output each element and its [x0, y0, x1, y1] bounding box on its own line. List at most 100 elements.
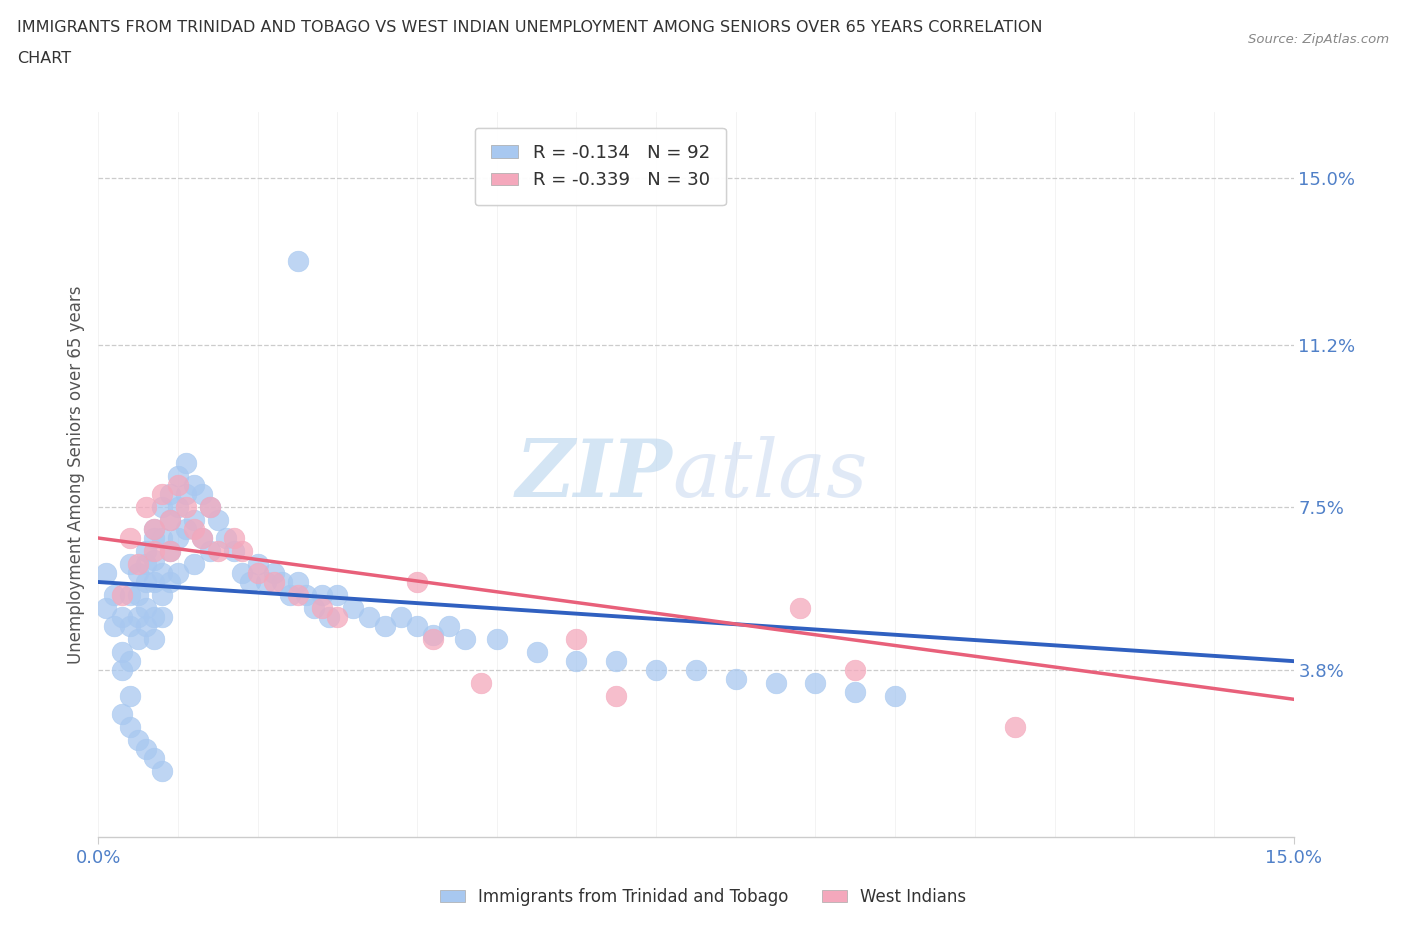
Point	[150, 610, 173, 625]
Point	[789, 601, 811, 616]
Point	[246, 565, 269, 580]
Point	[103, 588, 125, 603]
Point	[103, 618, 125, 633]
Point	[127, 610, 149, 625]
Point	[406, 575, 429, 590]
Point	[605, 689, 627, 704]
Point	[278, 588, 301, 603]
Point	[150, 486, 173, 501]
Point	[222, 544, 245, 559]
Point	[167, 531, 190, 546]
Point	[150, 588, 173, 603]
Point	[111, 588, 134, 603]
Point	[724, 671, 747, 686]
Point	[1004, 720, 1026, 735]
Point	[207, 544, 229, 559]
Point	[159, 486, 181, 501]
Point	[215, 531, 238, 546]
Point	[111, 707, 134, 722]
Point	[143, 610, 166, 625]
Point	[287, 575, 309, 590]
Point	[120, 588, 142, 603]
Point	[311, 601, 333, 616]
Point	[150, 565, 173, 580]
Point	[143, 522, 166, 537]
Point	[127, 565, 149, 580]
Point	[294, 588, 316, 603]
Point	[406, 618, 429, 633]
Point	[374, 618, 396, 633]
Point	[437, 618, 460, 633]
Point	[174, 522, 197, 537]
Point	[287, 588, 309, 603]
Point	[143, 522, 166, 537]
Point	[326, 588, 349, 603]
Point	[159, 513, 181, 528]
Point	[389, 610, 412, 625]
Point	[135, 544, 157, 559]
Point	[239, 575, 262, 590]
Point	[120, 689, 142, 704]
Point	[311, 588, 333, 603]
Point	[135, 575, 157, 590]
Point	[127, 733, 149, 748]
Point	[159, 513, 181, 528]
Point	[342, 601, 364, 616]
Point	[485, 631, 508, 646]
Point	[198, 544, 221, 559]
Point	[231, 565, 253, 580]
Point	[143, 751, 166, 765]
Point	[645, 662, 668, 677]
Point	[96, 565, 118, 580]
Point	[302, 601, 325, 616]
Point	[884, 689, 907, 704]
Point	[198, 499, 221, 514]
Point	[844, 684, 866, 699]
Point	[127, 588, 149, 603]
Point	[96, 601, 118, 616]
Point	[167, 565, 190, 580]
Point	[231, 544, 253, 559]
Point	[605, 654, 627, 669]
Point	[111, 662, 134, 677]
Point	[127, 557, 149, 572]
Legend: Immigrants from Trinidad and Tobago, West Indians: Immigrants from Trinidad and Tobago, Wes…	[433, 881, 973, 912]
Text: Source: ZipAtlas.com: Source: ZipAtlas.com	[1249, 33, 1389, 46]
Point	[685, 662, 707, 677]
Point	[191, 531, 214, 546]
Point	[422, 628, 444, 643]
Point	[143, 531, 166, 546]
Point	[565, 654, 588, 669]
Text: ZIP: ZIP	[515, 435, 672, 513]
Point	[150, 499, 173, 514]
Point	[183, 513, 205, 528]
Point	[159, 544, 181, 559]
Point	[143, 544, 166, 559]
Point	[318, 610, 340, 625]
Point	[120, 618, 142, 633]
Point	[359, 610, 381, 625]
Point	[127, 631, 149, 646]
Point	[135, 557, 157, 572]
Point	[263, 575, 285, 590]
Point	[174, 456, 197, 471]
Point	[167, 478, 190, 493]
Point	[287, 254, 309, 269]
Point	[150, 531, 173, 546]
Text: CHART: CHART	[17, 51, 70, 66]
Point	[167, 499, 190, 514]
Point	[174, 499, 197, 514]
Point	[326, 610, 349, 625]
Point	[454, 631, 477, 646]
Legend: R = -0.134   N = 92, R = -0.339   N = 30: R = -0.134 N = 92, R = -0.339 N = 30	[475, 128, 725, 206]
Point	[111, 610, 134, 625]
Point	[183, 522, 205, 537]
Text: IMMIGRANTS FROM TRINIDAD AND TOBAGO VS WEST INDIAN UNEMPLOYMENT AMONG SENIORS OV: IMMIGRANTS FROM TRINIDAD AND TOBAGO VS W…	[17, 20, 1042, 35]
Point	[222, 531, 245, 546]
Point	[844, 662, 866, 677]
Text: atlas: atlas	[672, 435, 868, 513]
Point	[565, 631, 588, 646]
Point	[159, 575, 181, 590]
Point	[143, 575, 166, 590]
Point	[470, 676, 492, 691]
